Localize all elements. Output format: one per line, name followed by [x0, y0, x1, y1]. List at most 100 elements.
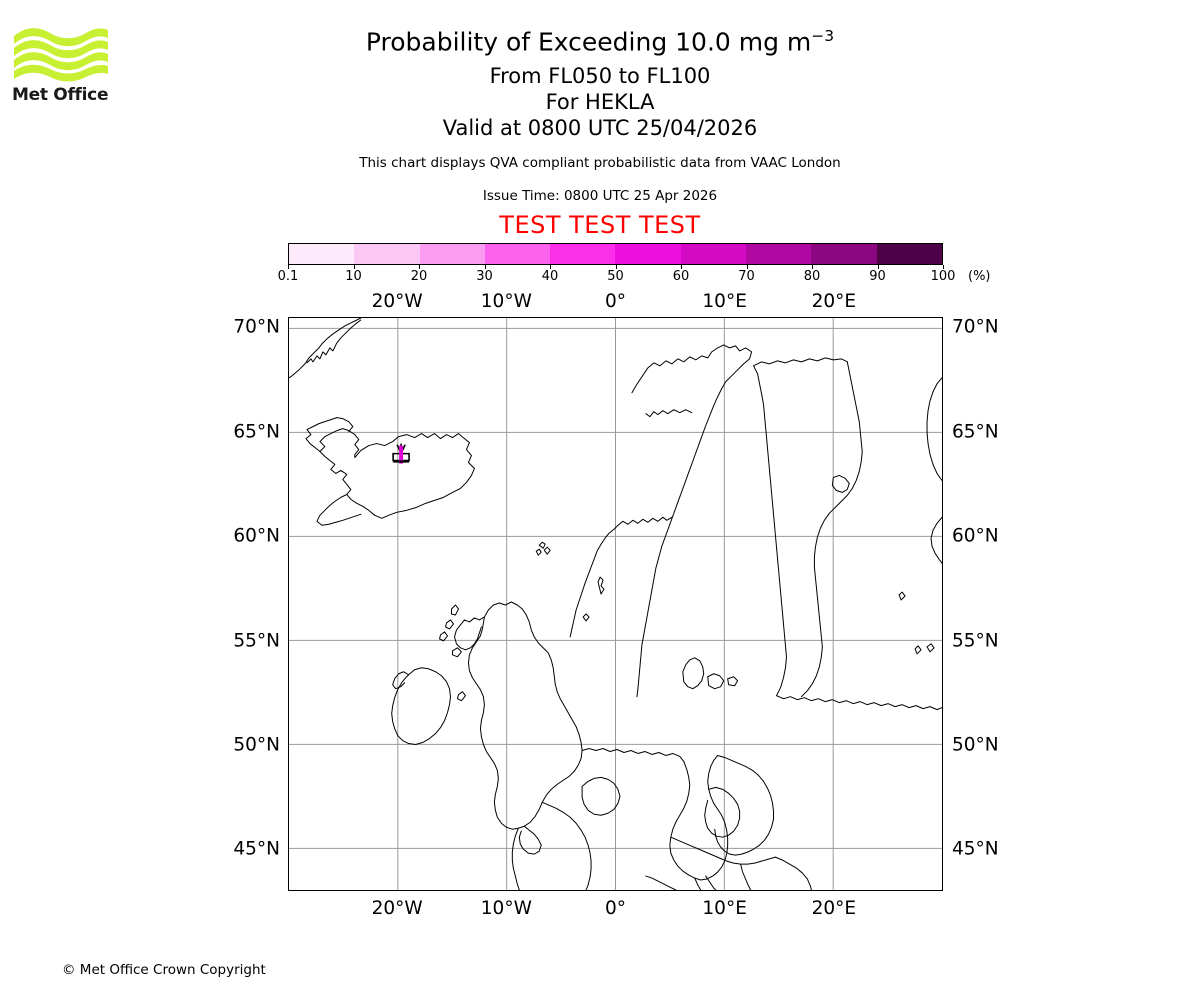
lon-label-bottom-20°W: 20°W [371, 898, 423, 919]
lat-label-left-65°N: 65°N [233, 421, 280, 443]
lon-label-top-0°: 0° [604, 291, 627, 312]
border-germany [669, 754, 729, 881]
coast-finland-north [753, 357, 848, 367]
coast-norway-fjords [569, 516, 673, 638]
lon-label-bottom-20°E: 20°E [811, 898, 857, 919]
lat-label-right-65°N: 65°N [952, 421, 999, 443]
coast-shetland [597, 576, 605, 595]
coast-denmark-islands [707, 673, 725, 690]
colorbar-tick-70 [746, 265, 748, 269]
colorbar-tick-100 [943, 265, 944, 269]
colorbar-ticklabel-0.1: 0.1 [277, 269, 299, 284]
map-plot-area[interactable] [288, 317, 943, 891]
colorbar-tick-0.1 [288, 265, 289, 269]
colorbar-swatch-5 [615, 244, 681, 264]
coast-brittany [518, 825, 542, 855]
lon-label-bottom-10°E: 10°E [702, 898, 747, 919]
longitude-axis-bottom: 20°W 10°W 0° 10°E 20°E [288, 896, 943, 922]
coast-islet-c [898, 591, 906, 601]
colorbar-unit-label: (%) [968, 269, 991, 284]
colorbar-ticklabel-40: 40 [541, 269, 559, 284]
coast-ireland-nw [392, 671, 410, 690]
subtitle-volcano: For HEKLA [545, 90, 655, 115]
coast-scotland-nw [453, 616, 485, 651]
graticule-gridlines [289, 318, 942, 890]
border-czech [704, 786, 741, 838]
colorbar-swatch-9 [876, 244, 942, 264]
colorbar-ticklabel-60: 60 [672, 269, 690, 284]
subtitle-flight-levels: From FL050 to FL100 [489, 64, 711, 89]
coast-denmark-is2 [727, 676, 739, 687]
colorbar-tick-20 [419, 265, 420, 269]
hekla-volcano-marker[interactable] [392, 443, 410, 464]
met-office-logo: Met Office [12, 24, 110, 114]
lat-label-right-70°N: 70°N [952, 316, 999, 338]
probability-colorbar [288, 243, 943, 265]
colorbar-ticklabel-10: 10 [345, 269, 362, 284]
coast-baltic-south [776, 695, 942, 711]
colorbar-tick-50 [615, 265, 617, 269]
colorbar-swatch-8 [811, 244, 877, 264]
lon-label-bottom-10°W: 10°W [480, 898, 532, 919]
coast-norway-west [636, 344, 753, 698]
colorbar-ticklabel-100: 100 [930, 269, 956, 284]
coast-denmark [682, 657, 705, 690]
lat-label-right-50°N: 50°N [952, 734, 999, 756]
coast-netherlands [581, 776, 621, 816]
coast-white-sea [930, 516, 942, 564]
met-office-wave-mark [14, 28, 108, 82]
coast-faroes-3 [535, 548, 542, 556]
coast-faroes [538, 541, 546, 549]
subtitle-valid-time: Valid at 0800 UTC 25/04/2026 [442, 116, 758, 141]
qva-compliance-note: This chart displays QVA compliant probab… [359, 155, 841, 172]
coast-italy-alps [645, 875, 677, 890]
coast-lowlands [581, 747, 685, 762]
latitude-axis-left: 70°N 65°N 60°N 55°N 50°N 45°N [216, 317, 280, 891]
coast-bothnia-east [800, 361, 863, 698]
coast-ireland [391, 667, 452, 746]
coast-adriatic [694, 877, 702, 890]
coast-isle-of-man [456, 691, 466, 702]
longitude-axis-top: 20°W 10°W 0° 10°E 20°E [288, 291, 943, 315]
colorbar-tick-40 [550, 265, 551, 269]
colorbar-swatch-4 [550, 244, 616, 264]
coast-bothnia-west [753, 365, 787, 697]
colorbar-ticklabel-30: 30 [476, 269, 493, 284]
page-title-exponent: −3 [811, 27, 835, 45]
colorbar-tick-90 [877, 265, 879, 269]
coast-greenland [289, 318, 362, 379]
lat-label-right-55°N: 55°N [952, 630, 999, 652]
colorbar-ticklabel-20: 20 [410, 269, 428, 284]
met-office-logo-text: Met Office [12, 85, 109, 105]
coastlines-layer [289, 318, 942, 890]
coast-norway-north [631, 355, 709, 394]
lon-label-top-20°E: 20°E [811, 291, 857, 312]
colorbar-gradient [288, 243, 943, 265]
lat-label-left-60°N: 60°N [233, 525, 280, 547]
border-poland [714, 754, 775, 856]
coast-orkney [582, 613, 590, 622]
latitude-axis-right: 70°N 65°N 60°N 55°N 50°N 45°N [952, 317, 1032, 891]
title-block: Probability of Exceeding 10.0 mg m−3 Fro… [0, 0, 1200, 239]
coast-islet-b [914, 645, 922, 655]
map-canvas [289, 318, 942, 890]
coast-great-britain [467, 601, 583, 830]
issue-time-label: Issue Time: 0800 UTC 25 Apr 2026 [482, 188, 718, 205]
lon-label-bottom-0°: 0° [604, 898, 627, 919]
coast-iceland-westfjords [305, 417, 354, 453]
colorbar-swatch-1 [354, 244, 420, 264]
lat-label-left-50°N: 50°N [233, 734, 280, 756]
colorbar-ticklabel-70: 70 [738, 269, 755, 284]
lat-label-left-45°N: 45°N [233, 838, 280, 860]
volcano-plume-fill [399, 445, 404, 464]
lat-label-right-45°N: 45°N [952, 838, 999, 860]
colorbar-tick-10 [353, 265, 355, 269]
coast-hebrides-3 [439, 631, 449, 642]
colorbar-swatch-0 [289, 244, 355, 264]
colorbar-swatch-3 [484, 244, 551, 264]
lat-label-right-60°N: 60°N [952, 525, 999, 547]
coast-greenland-inner [306, 319, 362, 364]
border-hungary-romania [775, 856, 812, 890]
colorbar-tick-60 [681, 265, 682, 269]
test-banner: TEST TEST TEST [499, 211, 701, 240]
